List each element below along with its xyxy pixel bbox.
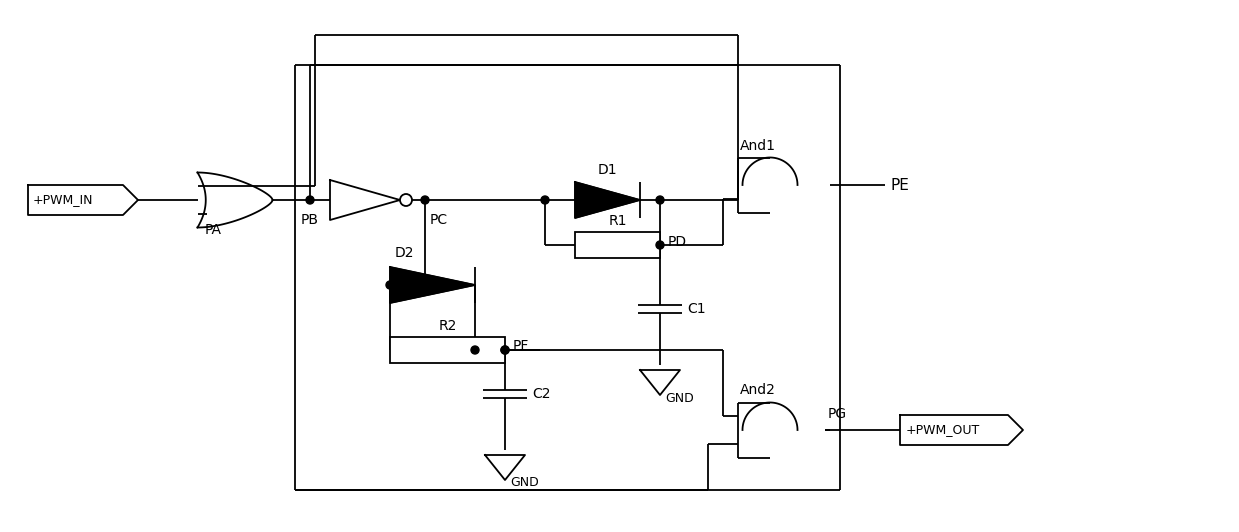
Circle shape [655,241,664,249]
Text: PD: PD [668,235,688,249]
Text: PE: PE [890,178,909,193]
Text: And2: And2 [740,384,776,397]
Circle shape [306,196,313,204]
Circle shape [501,346,509,354]
Text: +PWM_OUT: +PWM_OUT [906,423,980,436]
Polygon shape [390,267,475,303]
Circle shape [655,196,664,204]
Text: R2: R2 [439,319,457,333]
Circle shape [400,194,413,206]
Text: PC: PC [430,213,449,227]
Circle shape [421,196,429,204]
Text: D1: D1 [597,163,617,177]
Text: PG: PG [828,407,847,421]
Text: PF: PF [513,339,529,353]
Text: D2: D2 [395,246,415,260]
Text: PB: PB [301,213,318,227]
Circle shape [421,281,429,289]
Text: GND: GND [665,392,694,404]
Text: C1: C1 [686,302,706,316]
Bar [575,232,660,258]
Text: R1: R1 [608,214,627,228]
Circle shape [541,196,549,204]
Text: PA: PA [204,223,222,237]
Polygon shape [575,182,641,218]
Text: GND: GND [510,477,539,489]
Circle shape [471,346,479,354]
Circle shape [387,281,394,289]
Text: C2: C2 [532,387,550,401]
Text: And1: And1 [740,138,776,153]
Circle shape [501,346,509,354]
Bar [390,337,506,363]
Text: +PWM_IN: +PWM_IN [33,194,93,206]
